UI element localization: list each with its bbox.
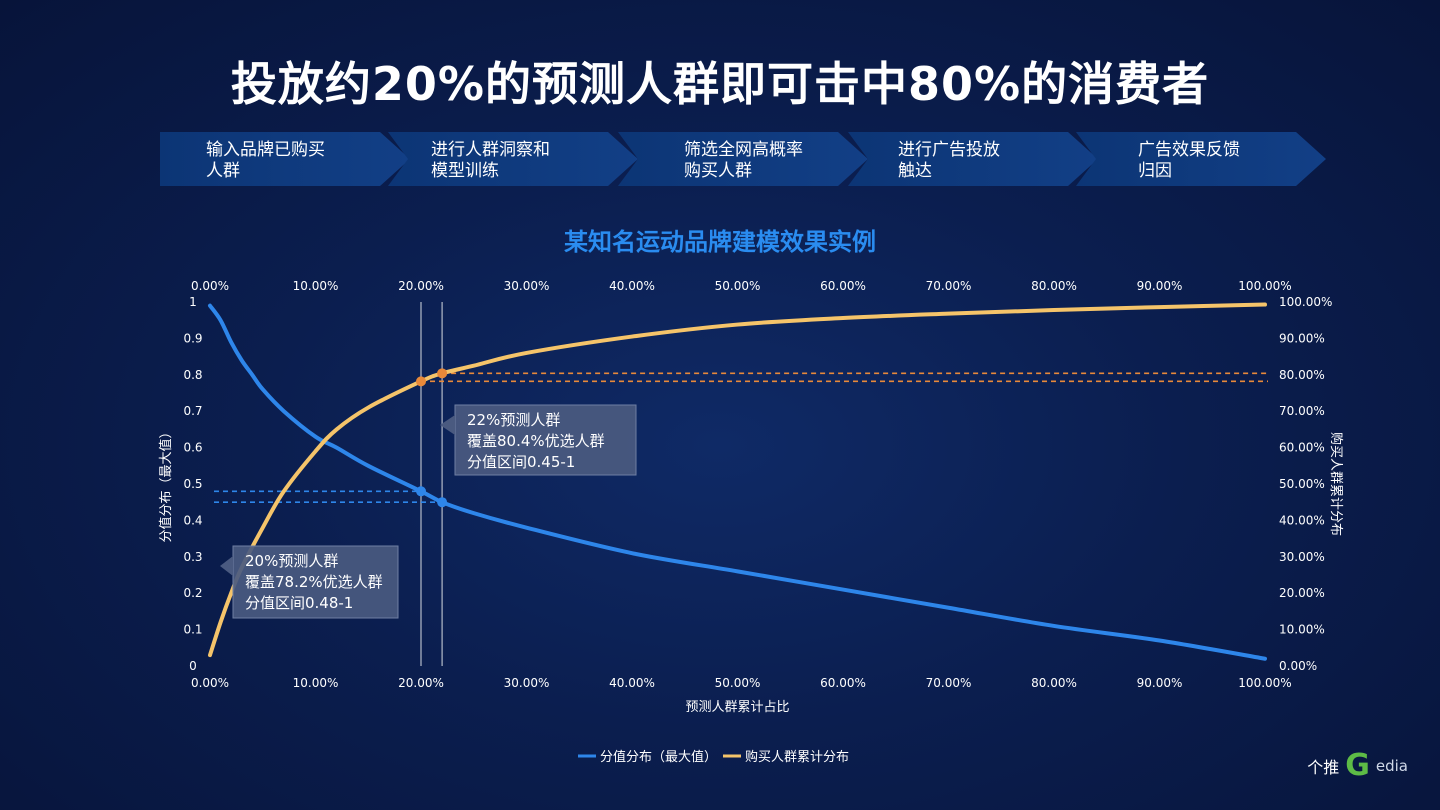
x-tick-top-label: 80.00%	[1031, 279, 1077, 293]
y-left-axis-label: 分值分布（最大值）	[158, 425, 174, 542]
step-4-label: 进行广告投放 触达	[898, 140, 1000, 181]
logo-getui: 个推	[1307, 757, 1340, 777]
x-tick-bottom-label: 80.00%	[1031, 676, 1077, 690]
y-left-tick-label: 1	[189, 295, 197, 309]
step-5: 广告效果反馈 归因	[1076, 132, 1326, 186]
y-left-tick-label: 0.7	[183, 404, 202, 418]
chart-title: 某知名运动品牌建模效果实例	[564, 228, 876, 256]
x-axis-label: 预测人群累计占比	[685, 700, 789, 715]
x-tick-top-label: 10.00%	[293, 279, 339, 293]
callout-text: 分值区间0.45-1	[467, 453, 575, 471]
legend-score-label: 分值分布（最大值）	[600, 749, 717, 765]
x-tick-top-label: 60.00%	[820, 279, 866, 293]
y-right-tick-label: 90.00%	[1279, 331, 1325, 345]
process-steps: 输入品牌已购买 人群 进行人群洞察和 模型训练 筛选全网高概率 购买人群 进行广…	[160, 132, 1326, 188]
logo-g: G	[1345, 748, 1370, 783]
brand-logo: 个推 G edia	[1307, 748, 1408, 783]
y-right-tick-label: 50.00%	[1279, 477, 1325, 491]
x-tick-top-label: 90.00%	[1137, 279, 1183, 293]
callout-box	[454, 404, 637, 476]
callout-text: 覆盖80.4%优选人群	[467, 432, 605, 450]
y-right-tick-label: 10.00%	[1279, 623, 1325, 637]
x-tick-bottom-label: 90.00%	[1137, 676, 1183, 690]
y-right-tick-label: 40.00%	[1279, 513, 1325, 527]
x-tick-bottom-label: 30.00%	[504, 676, 550, 690]
x-tick-top-label: 70.00%	[926, 279, 972, 293]
callout-pointer	[440, 415, 455, 435]
y-right-tick-label: 30.00%	[1279, 550, 1325, 564]
y-right-tick-label: 20.00%	[1279, 586, 1325, 600]
y-left-tick-label: 0	[189, 659, 197, 673]
x-tick-bottom-label: 60.00%	[820, 676, 866, 690]
y-right-tick-label: 80.00%	[1279, 368, 1325, 382]
step-5-label: 广告效果反馈 归因	[1138, 140, 1240, 181]
callout-text: 22%预测人群	[467, 411, 560, 429]
step-2-label: 进行人群洞察和 模型训练	[431, 140, 550, 181]
step-1: 输入品牌已购买 人群	[160, 132, 410, 186]
y-left-tick-label: 0.5	[183, 477, 202, 491]
y-right-tick-label: 70.00%	[1279, 404, 1325, 418]
y-left-tick-label: 0.4	[183, 513, 202, 527]
y-left-tick-label: 0.2	[183, 586, 202, 600]
x-tick-bottom-label: 10.00%	[293, 676, 339, 690]
x-tick-top-label: 100.00%	[1238, 279, 1291, 293]
y-left-tick-label: 0.6	[183, 441, 202, 455]
y-right-tick-label: 60.00%	[1279, 441, 1325, 455]
y-left-tick-label: 0.9	[183, 331, 202, 345]
step-1-label: 输入品牌已购买 人群	[206, 140, 325, 181]
legend-cum-label: 购买人群累计分布	[745, 749, 849, 765]
score-marker-point	[437, 497, 448, 508]
callout-text: 覆盖78.2%优选人群	[245, 573, 383, 591]
x-tick-top-label: 0.00%	[191, 279, 229, 293]
y-left-tick-label: 0.3	[183, 550, 202, 564]
x-tick-bottom-label: 40.00%	[609, 676, 655, 690]
page-title: 投放约20%的预测人群即可击中80%的消费者	[230, 57, 1210, 111]
y-right-tick-label: 0.00%	[1279, 659, 1317, 673]
cum-marker-point	[437, 368, 448, 379]
x-tick-bottom-label: 50.00%	[715, 676, 761, 690]
callout-box	[232, 545, 399, 619]
x-tick-bottom-label: 20.00%	[398, 676, 444, 690]
step-3-label: 筛选全网高概率 购买人群	[684, 140, 803, 181]
x-tick-bottom-label: 70.00%	[926, 676, 972, 690]
x-tick-top-label: 30.00%	[504, 279, 550, 293]
step-2: 进行人群洞察和 模型训练	[388, 132, 638, 186]
cum-marker-point	[416, 376, 426, 387]
callout-text: 20%预测人群	[245, 552, 338, 570]
x-tick-bottom-label: 0.00%	[191, 676, 229, 690]
step-4: 进行广告投放 触达	[848, 132, 1098, 186]
y-right-axis-label: 购买人群累计分布	[1328, 432, 1344, 536]
y-right-tick-label: 100.00%	[1279, 295, 1332, 309]
step-3: 筛选全网高概率 购买人群	[618, 132, 868, 186]
x-tick-top-label: 50.00%	[715, 279, 761, 293]
logo-media: edia	[1375, 756, 1408, 775]
x-tick-top-label: 40.00%	[609, 279, 655, 293]
callout-pointer	[220, 556, 233, 576]
x-tick-top-label: 20.00%	[398, 279, 444, 293]
x-tick-bottom-label: 100.00%	[1238, 676, 1291, 690]
score-marker-point	[416, 486, 426, 497]
y-left-tick-label: 0.1	[183, 623, 202, 637]
callout-text: 分值区间0.48-1	[245, 594, 353, 612]
y-left-tick-label: 0.8	[183, 368, 202, 382]
